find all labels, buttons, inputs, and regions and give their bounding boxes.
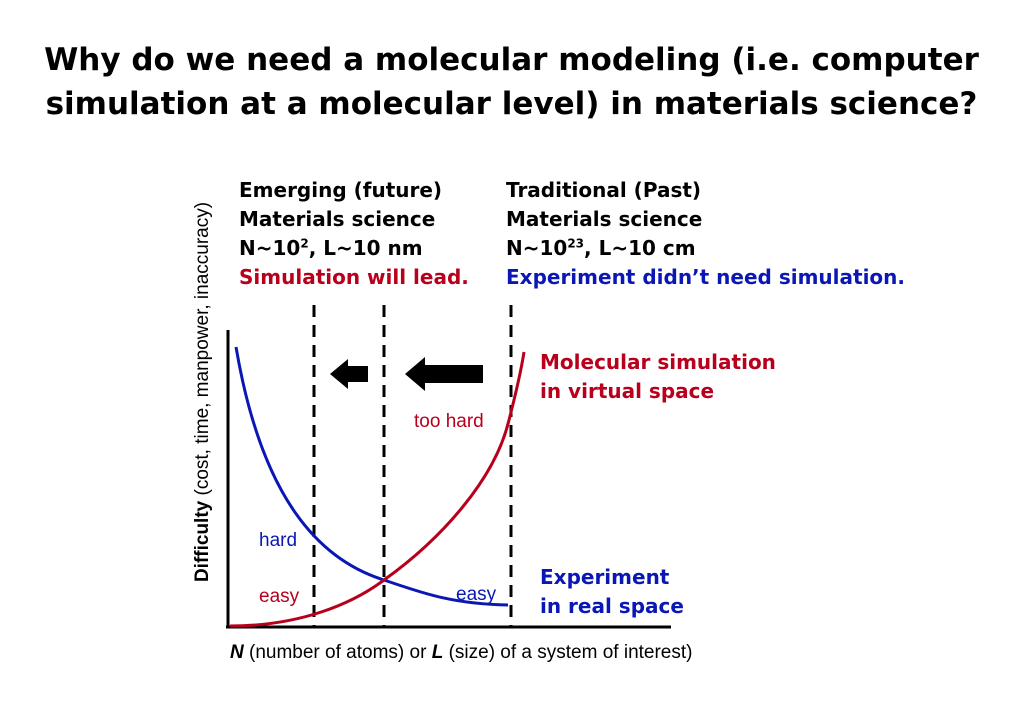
title-line-2: simulation at a molecular level) in mate… (45, 86, 978, 122)
x-axis-label: N (number of atoms) or L (size) of a sys… (230, 642, 692, 664)
traditional-scale: N~1023, L~10 cm (506, 234, 905, 263)
x-axis-label-n: N (230, 642, 244, 663)
simulation-label-line-2: in virtual space (540, 379, 715, 403)
simulation-curve (229, 351, 526, 628)
simulation-curve-label: Molecular simulation in virtual space (540, 348, 776, 406)
x-axis-label-mid: (number of atoms) or (243, 642, 432, 663)
arrow-left-icon (405, 357, 483, 391)
traditional-heading: Traditional (Past) (506, 178, 702, 202)
x-axis-label-l: L (431, 642, 444, 663)
emerging-scale: N~102, L~10 nm (239, 234, 469, 263)
emerging-block: Emerging (future) Materials science N~10… (239, 176, 469, 292)
traditional-n-prefix: N~10 (506, 236, 568, 260)
traditional-n-exponent: 23 (567, 236, 585, 251)
experiment-label-line-1: Experiment (540, 565, 670, 589)
easy-label-left: easy (259, 586, 300, 607)
traditional-l-text: , L~10 cm (584, 236, 696, 260)
experiment-curve-label: Experiment in real space (540, 563, 684, 621)
y-axis-label-bold: Difficulty (192, 500, 213, 583)
emerging-heading: Emerging (future) (239, 178, 443, 202)
emerging-subheading: Materials science (239, 207, 436, 231)
experiment-label-line-2: in real space (540, 594, 684, 618)
experiment-curve (234, 346, 509, 607)
x-axis-label-rest: (size) of a system of interest) (443, 642, 693, 663)
emerging-n-exponent: 2 (300, 236, 309, 251)
emerging-l-text: , L~10 nm (308, 236, 423, 260)
emerging-note: Simulation will lead. (239, 265, 469, 289)
emerging-n-prefix: N~10 (239, 236, 301, 260)
simulation-label-line-1: Molecular simulation (540, 350, 776, 374)
y-axis-label: Difficulty (cost, time, manpower, inaccu… (192, 202, 214, 582)
title-line-1: Why do we need a molecular modeling (i.e… (44, 42, 979, 78)
arrow-left-icon (330, 359, 368, 389)
page-title: Why do we need a molecular modeling (i.e… (0, 38, 1023, 126)
hard-label: hard (259, 530, 298, 551)
easy-label-right: easy (456, 584, 497, 605)
traditional-subheading: Materials science (506, 207, 703, 231)
traditional-block: Traditional (Past) Materials science N~1… (506, 176, 905, 292)
traditional-note: Experiment didn’t need simulation. (506, 265, 906, 289)
y-axis-label-rest: (cost, time, manpower, inaccuracy) (192, 201, 213, 501)
too-hard-label: too hard (414, 411, 484, 432)
